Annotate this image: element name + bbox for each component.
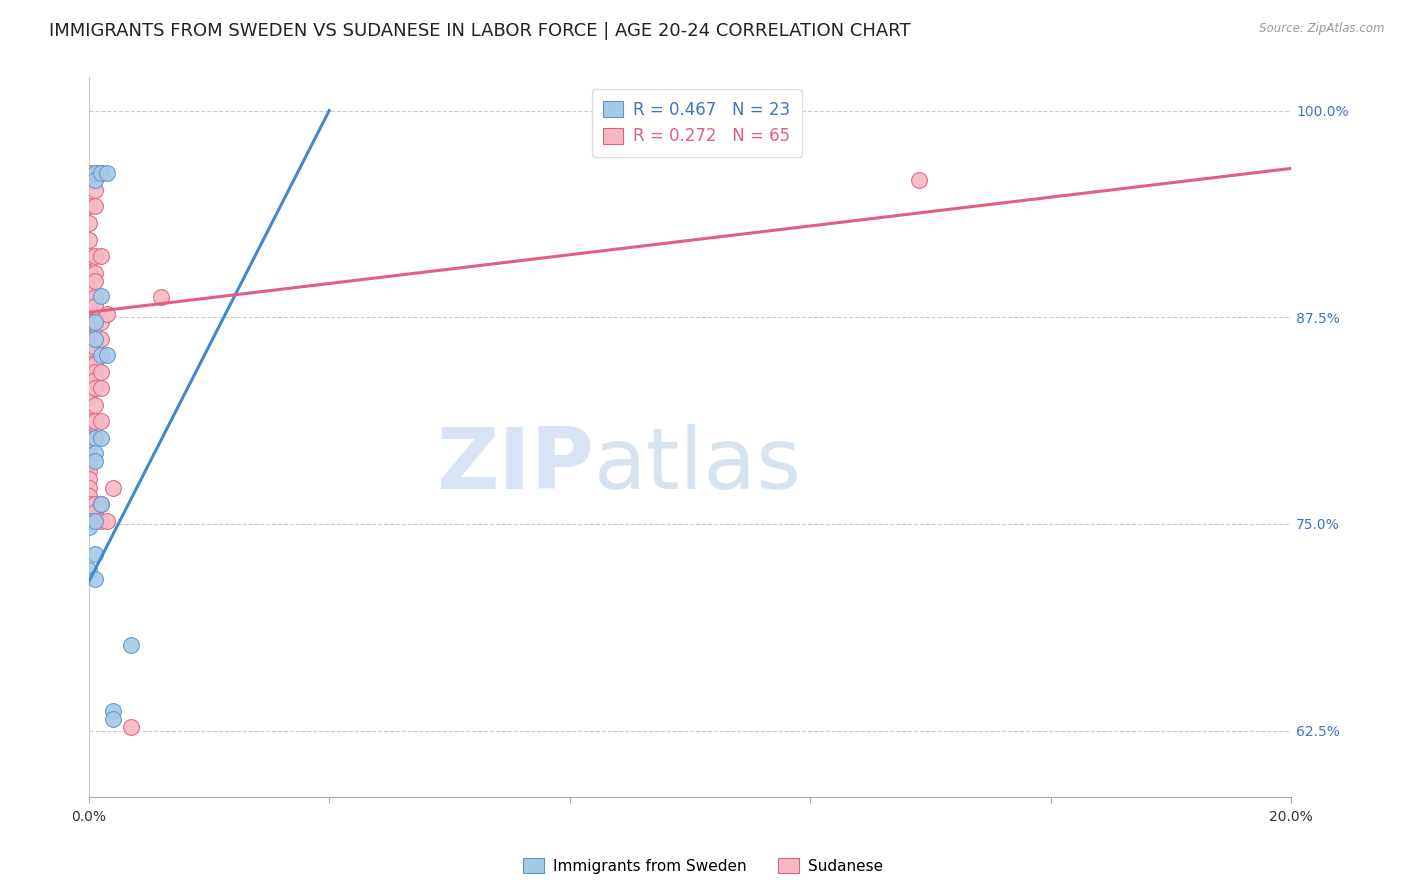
- Text: 0.0%: 0.0%: [72, 810, 107, 824]
- Point: [77, 489, 100, 503]
- Point: [77, 381, 100, 395]
- Point: [83, 199, 105, 213]
- Point: [83, 572, 105, 586]
- Point: [77, 266, 100, 280]
- Point: [83, 290, 105, 304]
- Point: [90, 289, 112, 303]
- Text: atlas: atlas: [593, 425, 801, 508]
- Point: [83, 249, 105, 263]
- Point: [77, 472, 100, 486]
- Text: 20.0%: 20.0%: [1270, 810, 1313, 824]
- Point: [77, 514, 100, 528]
- Point: [77, 520, 100, 534]
- Point: [77, 448, 100, 462]
- Legend: R = 0.467   N = 23, R = 0.272   N = 65: R = 0.467 N = 23, R = 0.272 N = 65: [592, 89, 801, 157]
- Point: [83, 340, 105, 354]
- Point: [96, 307, 118, 321]
- Point: [83, 315, 105, 329]
- Point: [77, 348, 100, 362]
- Point: [83, 431, 105, 445]
- Point: [120, 720, 142, 734]
- Point: [83, 183, 105, 197]
- Point: [83, 274, 105, 288]
- Point: [77, 166, 100, 180]
- Point: [77, 390, 100, 404]
- Point: [96, 348, 118, 362]
- Text: ZIP: ZIP: [436, 425, 593, 508]
- Point: [96, 514, 118, 528]
- Point: [83, 446, 105, 460]
- Point: [83, 454, 105, 468]
- Point: [907, 173, 929, 187]
- Point: [90, 332, 112, 346]
- Point: [77, 173, 100, 187]
- Point: [77, 315, 100, 329]
- Point: [83, 166, 105, 180]
- Point: [77, 373, 100, 387]
- Point: [101, 712, 124, 726]
- Point: [83, 299, 105, 313]
- Point: [83, 357, 105, 371]
- Point: [90, 414, 112, 428]
- Point: [90, 249, 112, 263]
- Point: [77, 414, 100, 428]
- Text: Source: ZipAtlas.com: Source: ZipAtlas.com: [1260, 22, 1385, 36]
- Point: [77, 464, 100, 478]
- Point: [83, 505, 105, 519]
- Point: [83, 365, 105, 379]
- Point: [77, 497, 100, 511]
- Point: [90, 514, 112, 528]
- Point: [96, 166, 118, 180]
- Point: [83, 381, 105, 395]
- Point: [90, 166, 112, 180]
- Point: [83, 332, 105, 346]
- Point: [90, 381, 112, 395]
- Point: [83, 266, 105, 280]
- Point: [83, 166, 105, 180]
- Legend: Immigrants from Sweden, Sudanese: Immigrants from Sweden, Sudanese: [516, 852, 890, 880]
- Point: [77, 481, 100, 495]
- Point: [77, 299, 100, 313]
- Point: [77, 456, 100, 470]
- Point: [83, 431, 105, 445]
- Point: [120, 638, 142, 652]
- Point: [77, 365, 100, 379]
- Point: [83, 514, 105, 528]
- Point: [90, 166, 112, 180]
- Point: [83, 315, 105, 329]
- Point: [101, 481, 124, 495]
- Point: [90, 431, 112, 445]
- Point: [77, 216, 100, 230]
- Point: [83, 547, 105, 561]
- Point: [90, 365, 112, 379]
- Point: [77, 249, 100, 263]
- Text: IMMIGRANTS FROM SWEDEN VS SUDANESE IN LABOR FORCE | AGE 20-24 CORRELATION CHART: IMMIGRANTS FROM SWEDEN VS SUDANESE IN LA…: [49, 22, 911, 40]
- Point: [90, 497, 112, 511]
- Point: [77, 439, 100, 453]
- Point: [83, 497, 105, 511]
- Point: [77, 233, 100, 247]
- Point: [83, 514, 105, 528]
- Point: [83, 398, 105, 412]
- Point: [77, 340, 100, 354]
- Point: [77, 199, 100, 213]
- Point: [77, 332, 100, 346]
- Point: [90, 315, 112, 329]
- Point: [77, 514, 100, 528]
- Point: [77, 505, 100, 519]
- Point: [77, 357, 100, 371]
- Point: [83, 173, 105, 187]
- Point: [149, 290, 172, 304]
- Point: [83, 373, 105, 387]
- Point: [90, 348, 112, 362]
- Point: [101, 704, 124, 718]
- Point: [77, 431, 100, 445]
- Point: [77, 282, 100, 296]
- Point: [77, 563, 100, 577]
- Point: [83, 414, 105, 428]
- Point: [83, 332, 105, 346]
- Point: [90, 497, 112, 511]
